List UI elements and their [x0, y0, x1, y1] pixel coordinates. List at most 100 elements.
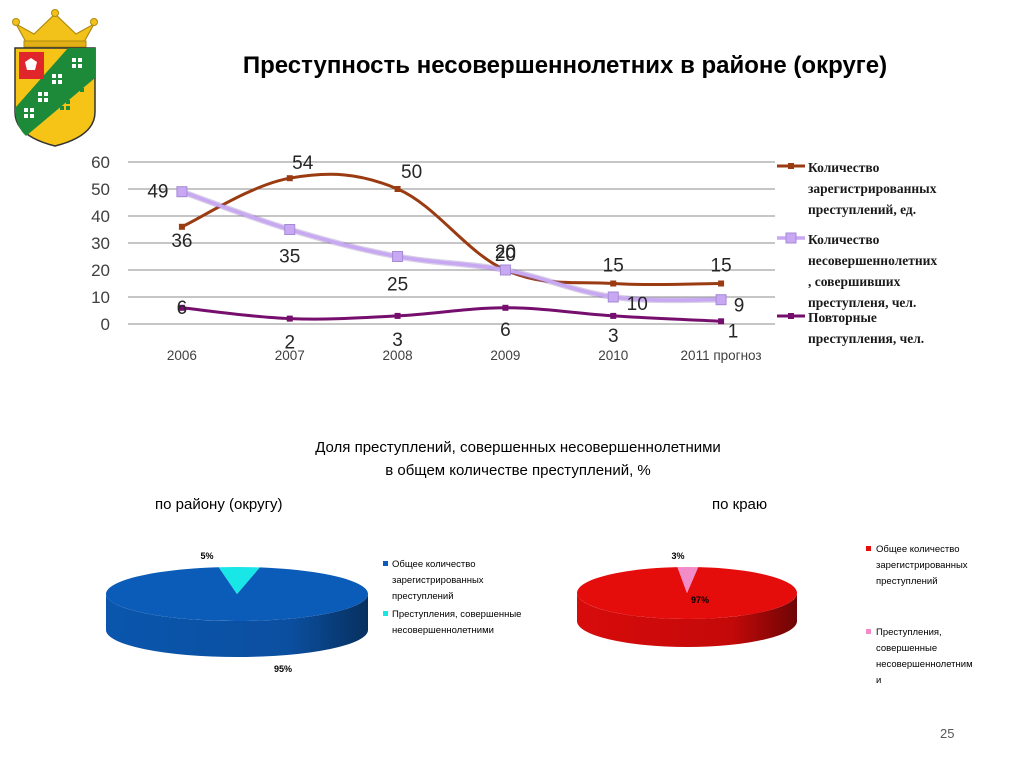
pie-heading-line-2: в общем количестве преступлений, %	[385, 462, 651, 479]
data-label: 9	[734, 296, 745, 317]
region-pie-title: по краю	[712, 496, 768, 513]
legend-text-line: преступления, чел.	[808, 331, 924, 346]
legend-text-line: преступлений, ед.	[808, 202, 916, 217]
data-point-marker	[715, 294, 727, 306]
y-tick-label: 30	[91, 234, 110, 253]
data-point-marker	[394, 186, 401, 192]
y-tick-label: 50	[91, 180, 110, 199]
legend-line: зарегистрированных	[876, 560, 968, 571]
pie-slice-juvenile	[218, 567, 260, 594]
data-label: 6	[500, 320, 511, 341]
y-tick-label: 0	[101, 315, 110, 334]
data-label: 15	[711, 256, 732, 277]
data-label: 3	[608, 326, 619, 347]
legend-line: преступлений	[876, 576, 938, 587]
y-tick-label: 40	[91, 207, 110, 226]
legend-line: Общее количество	[876, 544, 960, 555]
legend-line: несовершеннолетним	[876, 659, 973, 670]
legend-marker-total-region	[866, 546, 871, 551]
series-line-3	[181, 306, 722, 323]
x-axis-ticks: 2006 2007 2008 2009 2010 2011 прогноз	[167, 348, 762, 363]
data-point-marker	[502, 304, 509, 311]
x-tick-label: 2006	[167, 348, 197, 363]
series-line-2	[181, 190, 722, 302]
legend-text-line: зарегистрированных	[808, 181, 937, 196]
x-tick-label: 2010	[598, 348, 628, 363]
data-label: 25	[387, 275, 408, 296]
pie-slice-total-region	[576, 567, 797, 620]
legend-marker-juvenile-region	[866, 629, 871, 634]
data-point-marker	[718, 318, 725, 325]
pie-section-heading: Доля преступлений, совершенных несоверше…	[200, 436, 836, 482]
district-pie: 5% 95%	[105, 551, 368, 674]
data-point-marker	[610, 312, 617, 319]
data-label: 3	[392, 330, 403, 351]
data-label: 1	[728, 321, 739, 342]
data-label: 6	[177, 298, 188, 319]
legend-text-line: Количество	[808, 232, 880, 247]
pie-slice-total	[105, 567, 368, 622]
district-pie-side	[106, 594, 368, 657]
data-point-marker	[392, 251, 404, 262]
chart-legend: Количество зарегистрированных преступлений…	[777, 160, 937, 346]
legend-line: Общее количество	[392, 559, 476, 570]
y-tick-label: 10	[91, 288, 110, 307]
legend-line: Преступления,	[876, 627, 942, 638]
chart-series	[176, 172, 727, 325]
pie-label-total-region: 97%	[691, 595, 709, 605]
data-label: 10	[627, 294, 648, 315]
region-legend-juvenile: Преступления, совершенные несовершенноле…	[876, 625, 973, 689]
legend-text-line: Количество	[808, 160, 880, 175]
data-point-marker	[286, 315, 293, 322]
x-tick-label: 2008	[383, 348, 413, 363]
district-legend-juvenile: Преступления, совершенные несовершенноле…	[392, 607, 521, 639]
y-tick-label: 60	[91, 153, 110, 172]
data-point-marker	[284, 224, 296, 235]
page-number: 25	[940, 726, 955, 741]
legend-line: и	[876, 675, 882, 686]
data-label: 54	[292, 153, 314, 174]
district-pie-title: по району (округу)	[155, 496, 283, 513]
data-label: 20	[495, 245, 516, 266]
data-label: 36	[171, 231, 192, 252]
legend-marker	[785, 232, 797, 244]
x-tick-label: 2007	[275, 348, 305, 363]
legend-line: несовершеннолетними	[392, 625, 494, 636]
data-label: 2	[284, 333, 295, 354]
data-label: 49	[147, 182, 168, 203]
pie-heading-line-1: Доля преступлений, совершенных несоверше…	[315, 439, 721, 456]
data-label: 20	[495, 242, 516, 263]
legend-text-line: преступленя, чел.	[808, 295, 916, 310]
legend-text-line: Повторные	[808, 310, 877, 325]
legend-text-line: , совершивших	[808, 274, 901, 289]
pie-label-juvenile: 5%	[200, 551, 213, 561]
data-label: 15	[603, 256, 624, 277]
slide-title: Преступность несовершеннолетних в районе…	[242, 52, 888, 79]
region-legend-total: Общее количество зарегистрированных прес…	[876, 542, 968, 590]
region-pie: 3% 97%	[576, 551, 797, 647]
legend-marker-total	[383, 561, 388, 566]
pie-slice-juvenile-region	[677, 567, 699, 593]
pie-label-total: 95%	[274, 664, 292, 674]
legend-marker	[788, 163, 794, 169]
legend-text-line: несовершеннолетних	[808, 253, 937, 268]
x-tick-label: 2009	[490, 348, 520, 363]
data-point-marker	[178, 223, 185, 230]
x-tick-label: 2011 прогноз	[681, 348, 762, 363]
data-point-marker	[286, 175, 293, 182]
region-pie-side	[577, 593, 797, 647]
line-chart: 0 10 20 30 40 50 60 2006 2007 2008 2009 2010 2011 п…	[91, 153, 937, 363]
crown-icon	[12, 9, 98, 48]
pie-label-juvenile-region: 3%	[671, 551, 684, 561]
district-legend-total: Общее количество зарегистрированных прес…	[392, 557, 484, 605]
data-point-marker	[178, 304, 185, 311]
data-point-marker	[610, 280, 617, 287]
legend-marker	[788, 313, 794, 319]
legend-line: преступлений	[392, 591, 454, 602]
data-point-marker	[718, 280, 725, 287]
legend-line: совершенные	[876, 643, 938, 654]
chart-gridlines	[128, 161, 775, 325]
data-point-marker	[394, 312, 401, 319]
